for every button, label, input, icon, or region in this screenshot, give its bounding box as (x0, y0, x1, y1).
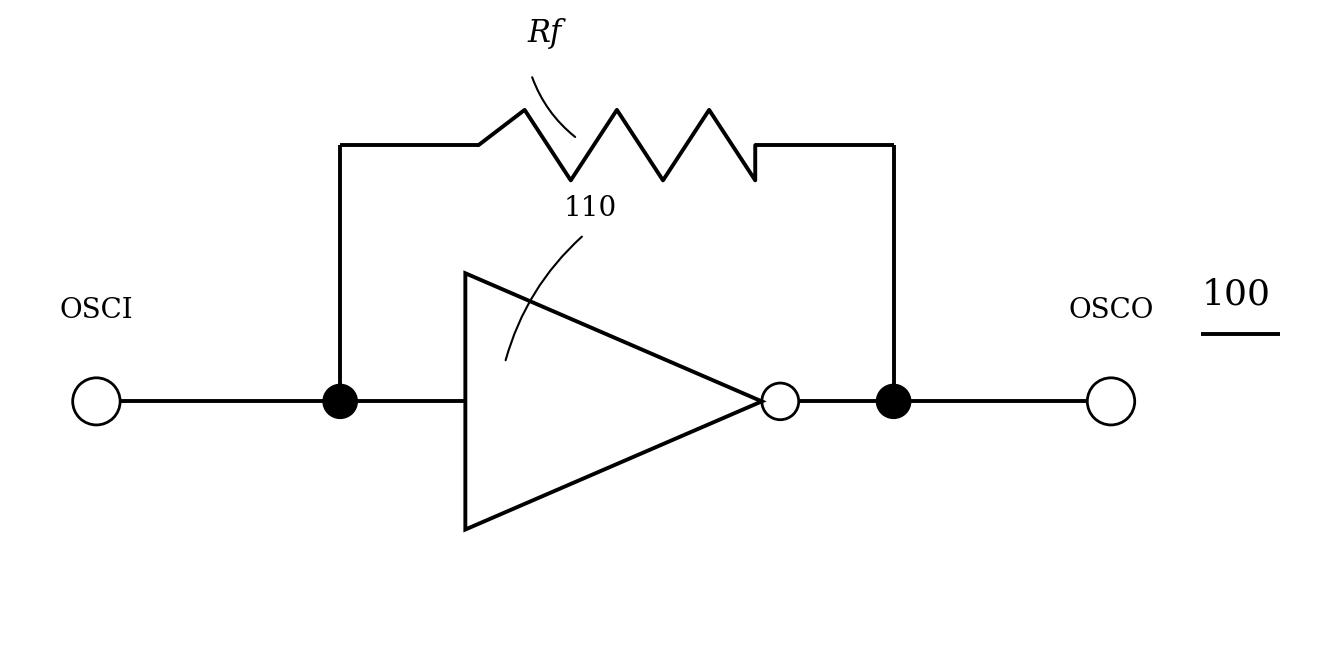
Ellipse shape (876, 384, 911, 419)
Text: 110: 110 (564, 195, 617, 222)
Text: OSCO: OSCO (1069, 297, 1154, 324)
Text: 100: 100 (1201, 278, 1270, 312)
Text: Rf: Rf (528, 18, 561, 49)
Text: OSCI: OSCI (60, 297, 133, 324)
Ellipse shape (324, 384, 357, 419)
